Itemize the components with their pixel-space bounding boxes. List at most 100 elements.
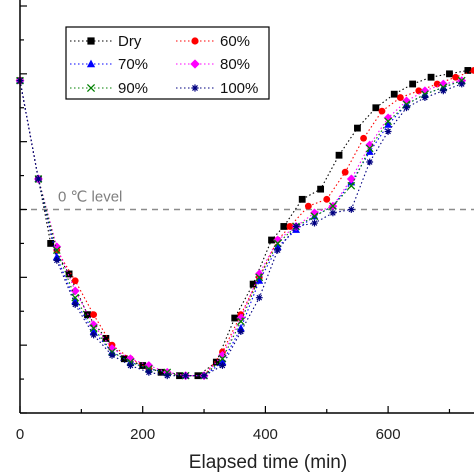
data-point-5-5 — [108, 351, 116, 359]
data-point-0-2 — [47, 240, 55, 247]
data-point-0-16 — [298, 195, 306, 203]
data-point-0-8 — [157, 368, 165, 376]
data-point-5-4 — [90, 331, 98, 339]
data-point-0-12 — [231, 314, 239, 322]
legend-label: 70% — [118, 56, 148, 73]
data-point-0-25 — [464, 67, 472, 74]
series-layer — [15, 67, 474, 381]
data-point-1-20 — [378, 107, 386, 115]
data-point-4-3 — [71, 293, 80, 302]
axis-layer: 0 200 400 600 Elapsed time (min) — [16, 0, 474, 473]
data-point-3-12 — [236, 313, 246, 323]
data-point-5-14 — [274, 246, 282, 254]
data-point-5-23 — [439, 87, 447, 95]
legend-swatch-marker — [86, 59, 96, 68]
data-point-4-13 — [255, 273, 264, 282]
legend-entry-0: Dry — [70, 33, 142, 50]
data-point-0-14 — [268, 236, 275, 244]
data-point-5-9 — [182, 372, 190, 380]
data-point-3-5 — [107, 344, 117, 353]
legend-label: 100% — [220, 80, 258, 97]
data-point-5-8 — [163, 372, 171, 380]
data-point-5-19 — [366, 158, 374, 166]
legend-label: 60% — [220, 33, 250, 50]
data-point-0-23 — [427, 73, 435, 81]
data-point-4-14 — [273, 239, 282, 248]
legend-swatch-marker — [190, 59, 200, 69]
data-point-0-19 — [354, 124, 361, 132]
data-point-1-3 — [71, 277, 79, 285]
reference-layer: 0 ℃ level — [20, 189, 474, 211]
data-point-0-24 — [446, 70, 453, 78]
x-tick-label: 600 — [376, 426, 401, 443]
data-point-0-3 — [65, 270, 73, 278]
data-point-5-18 — [347, 206, 355, 213]
legend-label: 90% — [118, 80, 148, 97]
data-point-5-12 — [237, 328, 245, 335]
data-point-0-20 — [372, 104, 380, 112]
data-point-0-17 — [317, 185, 325, 193]
data-point-3-11 — [218, 350, 227, 360]
data-point-0-21 — [390, 90, 398, 98]
data-point-3-13 — [254, 269, 264, 279]
data-point-1-16 — [304, 202, 312, 210]
series-0 — [16, 67, 472, 380]
data-point-1-23 — [433, 80, 441, 88]
legend-swatch-marker — [86, 83, 96, 93]
data-point-5-20 — [384, 128, 392, 135]
data-point-4-17 — [329, 202, 337, 210]
data-point-5-15 — [292, 223, 300, 230]
legend-swatch-marker — [191, 84, 199, 92]
data-point-1-25 — [470, 67, 474, 74]
data-point-1-21 — [396, 94, 404, 101]
legend-swatch-marker — [87, 37, 95, 45]
data-point-3-20 — [383, 113, 393, 123]
data-point-5-22 — [421, 94, 429, 101]
zero-level-reference-label: 0 ℃ level — [58, 189, 122, 206]
data-point-5-6 — [127, 362, 134, 369]
data-point-5-13 — [255, 294, 263, 302]
legend-entry-4: 90% — [70, 80, 148, 97]
data-point-3-3 — [70, 286, 80, 296]
data-point-0-15 — [280, 223, 288, 230]
data-point-4-18 — [347, 181, 356, 190]
data-point-3-7 — [144, 361, 154, 370]
data-point-5-10 — [200, 372, 208, 380]
data-point-1-22 — [415, 87, 423, 95]
data-point-5-7 — [145, 368, 153, 376]
legend-label: 80% — [220, 56, 250, 73]
data-point-1-17 — [323, 195, 331, 203]
x-axis-title: Elapsed time (min) — [189, 452, 347, 473]
legend-swatch-marker — [191, 37, 199, 45]
data-point-4-4 — [89, 324, 98, 333]
data-point-5-1 — [35, 175, 42, 183]
legend-box — [65, 26, 270, 100]
data-point-0-11 — [212, 358, 220, 366]
series-1 — [16, 67, 474, 380]
data-point-3-23 — [438, 79, 448, 89]
data-point-4-19 — [365, 144, 374, 153]
data-point-3-16 — [310, 208, 319, 218]
x-tick-label: 200 — [130, 426, 155, 443]
data-point-1-15 — [286, 223, 294, 230]
series-5 — [16, 77, 466, 380]
data-point-5-3 — [71, 301, 79, 308]
legend: Dry 60% 70% 80% 90% 100% — [65, 26, 270, 100]
data-point-1-4 — [90, 311, 98, 319]
data-point-4-20 — [384, 117, 392, 126]
data-point-5-11 — [219, 362, 226, 369]
data-point-2-19 — [365, 147, 374, 155]
data-point-5-21 — [403, 104, 410, 112]
legend-entry-2: 70% — [70, 56, 148, 73]
data-point-0-22 — [409, 80, 417, 88]
legend-entry-3: 80% — [176, 56, 250, 73]
data-point-3-2 — [52, 242, 62, 252]
x-tick-label: 0 — [16, 426, 24, 443]
legend-entry-5: 100% — [176, 80, 258, 97]
data-point-4-2 — [52, 246, 61, 255]
data-point-3-4 — [89, 320, 99, 330]
data-point-5-16 — [311, 219, 318, 227]
data-point-1-18 — [341, 168, 349, 176]
data-point-1-24 — [452, 73, 459, 81]
